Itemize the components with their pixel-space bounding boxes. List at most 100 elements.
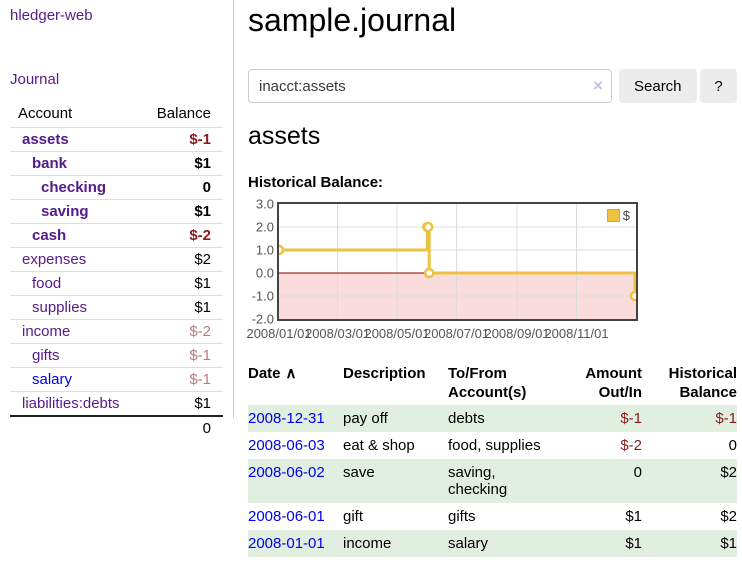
account-balance: $-1	[189, 347, 211, 364]
sidebar-divider	[233, 0, 234, 418]
transaction-description: eat & shop	[343, 437, 415, 454]
account-link-checking[interactable]: checking	[41, 179, 107, 196]
account-balance: $-2	[189, 323, 211, 340]
chart-plot-area[interactable]: $	[277, 202, 638, 321]
account-balance: $1	[194, 155, 211, 172]
y-axis-tick-label: -2.0	[251, 311, 274, 327]
register-header-description: Description	[343, 365, 426, 382]
account-link-expenses[interactable]: expenses	[22, 251, 87, 268]
register-header-balance: Historical Balance	[668, 365, 737, 401]
accounts-table: Account Balance assets $-1 bank $1 check…	[10, 100, 223, 440]
account-row-bank: bank $1	[10, 151, 223, 176]
transaction-accounts: saving, checking	[448, 464, 508, 498]
account-row-income: income $-2	[10, 319, 223, 344]
account-row-saving: saving $1	[10, 199, 223, 224]
y-axis-tick-label: -1.0	[251, 288, 274, 304]
transaction-date-link[interactable]: 2008-12-31	[248, 410, 325, 427]
y-axis-tick-label: 3.0	[255, 196, 274, 212]
accounts-header-balance: Balance	[156, 105, 211, 122]
account-balance: $1	[194, 203, 211, 220]
account-link-food[interactable]: food	[32, 275, 62, 292]
account-link-bank[interactable]: bank	[32, 155, 68, 172]
transaction-amount: 0	[633, 464, 642, 481]
account-row-assets: assets $-1	[10, 127, 223, 152]
transaction-accounts: salary	[448, 535, 489, 552]
transaction-description: save	[343, 464, 375, 481]
transaction-accounts: debts	[448, 410, 485, 427]
account-link-liabilities-debts[interactable]: liabilities:debts	[22, 395, 120, 412]
transaction-balance: 0	[728, 437, 737, 454]
account-balance: $2	[194, 251, 211, 268]
transaction-amount: $-1	[620, 410, 642, 427]
x-axis-tick-label: 2008/05/01	[364, 326, 430, 341]
x-axis-tick-label: 2008/09/01	[484, 326, 550, 341]
x-axis-tick-label: 2008/11/01	[544, 326, 609, 341]
transaction-accounts: food, supplies	[448, 437, 541, 454]
account-balance: $-1	[189, 371, 211, 388]
x-axis-tick-label: 2008/07/01	[423, 326, 490, 341]
transaction-description: pay off	[343, 410, 388, 427]
transaction-date-link[interactable]: 2008-06-01	[248, 508, 325, 525]
chart-legend: $	[603, 207, 633, 224]
y-axis-tick-label: 2.0	[255, 219, 274, 235]
x-axis-tick-label: 2008/03/01	[304, 326, 371, 341]
transaction-amount: $1	[625, 535, 642, 552]
help-button[interactable]: ?	[700, 69, 737, 103]
clear-search-icon[interactable]: ×	[593, 76, 603, 95]
register-header-amount: Amount Out/In	[585, 365, 642, 401]
accounts-table-header: Account Balance	[10, 100, 223, 128]
legend-label: $	[622, 208, 630, 223]
account-balance: $1	[194, 299, 211, 316]
account-row-expenses: expenses $2	[10, 247, 223, 272]
account-link-supplies[interactable]: supplies	[32, 299, 88, 316]
transaction-balance: $-1	[715, 410, 737, 427]
account-row-gifts: gifts $-1	[10, 343, 223, 368]
account-link-cash[interactable]: cash	[32, 227, 67, 244]
account-link-salary[interactable]: salary	[32, 371, 73, 388]
main-content: sample.journal × Search ? assets Histori…	[245, 0, 739, 582]
transaction-balance: $2	[720, 508, 737, 525]
y-axis-tick-label: 0.0	[255, 265, 274, 281]
register-row: 2008-06-02 save saving, checking 0 $2	[248, 459, 737, 503]
sidebar-item-journal[interactable]: Journal	[10, 71, 60, 88]
app-title-link[interactable]: hledger-web	[10, 7, 93, 24]
account-link-saving[interactable]: saving	[41, 203, 89, 220]
search-button[interactable]: Search	[619, 69, 697, 103]
account-row-liabilities-debts: liabilities:debts $1	[10, 391, 223, 417]
transaction-amount: $1	[625, 508, 642, 525]
account-balance: $-1	[189, 131, 211, 148]
account-link-assets[interactable]: assets	[22, 131, 69, 148]
transaction-balance: $2	[720, 464, 737, 481]
historical-balance-chart[interactable]: 3.0 2.0 1.0 0.0 -1.0 -2.0 $ 2008/01/01 2008/03…	[245, 197, 739, 348]
accounts-total-row: 0	[10, 416, 223, 440]
transaction-description: income	[343, 535, 392, 552]
account-link-gifts[interactable]: gifts	[32, 347, 60, 364]
transaction-description: gift	[343, 508, 364, 525]
transaction-date-link[interactable]: 2008-06-02	[248, 464, 325, 481]
transaction-date-link[interactable]: 2008-01-01	[248, 535, 325, 552]
register-header-row: Date ∧ Description To/From Account(s) Amo…	[248, 362, 737, 405]
transaction-date-link[interactable]: 2008-06-03	[248, 437, 325, 454]
account-row-salary: salary $-1	[10, 367, 223, 392]
account-row-food: food $1	[10, 271, 223, 296]
search-input[interactable]	[248, 69, 612, 103]
account-row-cash: cash $-2	[10, 223, 223, 248]
account-heading: assets	[248, 122, 321, 150]
account-link-income[interactable]: income	[22, 323, 71, 340]
register-header-date[interactable]: Date ∧	[248, 365, 297, 382]
register-row: 2008-01-01 income salary $1 $1	[248, 530, 737, 557]
account-balance: $1	[194, 275, 211, 292]
y-axis-tick-label: 1.0	[255, 242, 274, 258]
transaction-accounts: gifts	[448, 508, 476, 525]
transaction-amount: $-2	[620, 437, 642, 454]
sort-ascending-icon: ∧	[285, 365, 297, 382]
register-row: 2008-06-01 gift gifts $1 $2	[248, 503, 737, 530]
account-balance: $-2	[189, 227, 211, 244]
register-row: 2008-12-31 pay off debts $-1 $-1	[248, 405, 737, 432]
x-axis-tick-label: 2008/01/01	[246, 326, 312, 341]
account-balance: $1	[194, 395, 211, 412]
legend-swatch-icon	[606, 209, 620, 222]
register-header-accounts: To/From Account(s)	[448, 365, 527, 401]
account-row-checking: checking 0	[10, 175, 223, 200]
